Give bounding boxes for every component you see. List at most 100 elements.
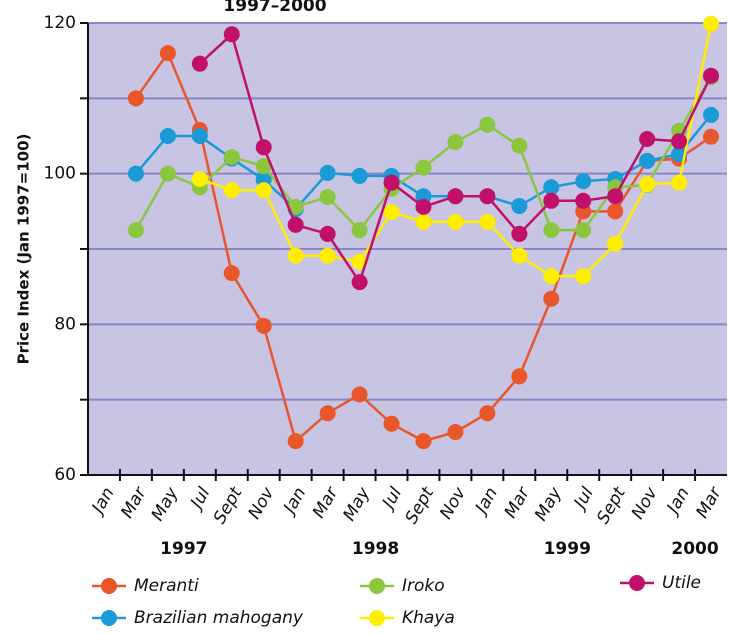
data-point: [415, 159, 432, 176]
year-label: 1998: [352, 539, 399, 559]
data-point: [127, 90, 144, 107]
data-point: [607, 188, 624, 205]
x-tick-label: Sept: [401, 483, 438, 528]
data-point: [511, 368, 528, 385]
data-point: [575, 192, 592, 209]
data-point: [415, 213, 432, 230]
data-point: [543, 192, 560, 209]
legend-label: Iroko: [402, 576, 445, 596]
year-label: 1999: [544, 539, 591, 559]
data-point: [607, 235, 624, 252]
data-point: [479, 405, 496, 422]
data-point: [159, 128, 176, 144]
legend-label: Meranti: [134, 576, 199, 596]
x-tick-label: Sept: [593, 483, 630, 528]
x-tick-label: Mar: [117, 483, 151, 522]
chart-title: 1997–2000: [223, 0, 326, 16]
data-point: [319, 405, 336, 422]
data-point: [223, 265, 240, 282]
x-tick-label: May: [531, 483, 566, 524]
legend-label: Brazilian mahogany: [134, 608, 304, 628]
data-point: [543, 179, 560, 196]
x-tick-label: Jul: [569, 484, 598, 515]
x-tick-label: Jan: [278, 484, 310, 519]
data-point: [287, 247, 304, 264]
x-tick-label: May: [339, 483, 374, 524]
data-point: [639, 176, 656, 193]
data-point: [639, 152, 656, 169]
data-point: [511, 198, 528, 215]
data-point: [511, 225, 528, 242]
data-point: [255, 158, 272, 175]
x-tick-label: Nov: [244, 483, 278, 523]
data-point: [319, 247, 336, 264]
data-point: [703, 128, 720, 145]
data-point: [223, 149, 240, 166]
x-tick-label: Jan: [87, 484, 119, 519]
data-point: [415, 433, 432, 450]
data-point: [575, 268, 592, 285]
legend-label: Khaya: [402, 608, 455, 628]
data-point: [479, 213, 496, 230]
x-tick-label: Mar: [501, 483, 535, 522]
data-point: [447, 213, 464, 230]
data-point: [447, 188, 464, 205]
year-label: 1997: [160, 539, 207, 559]
y-tick-label: 80: [54, 314, 76, 334]
data-point: [351, 386, 368, 403]
y-tick-label: 100: [44, 164, 76, 184]
x-tick-label: Mar: [692, 483, 726, 522]
data-point: [255, 182, 272, 199]
data-point: [319, 164, 336, 181]
x-tick-label: Jan: [470, 484, 502, 519]
x-tick-label: Nov: [436, 483, 470, 523]
data-point: [511, 247, 528, 264]
data-point: [575, 222, 592, 239]
data-point: [319, 189, 336, 206]
data-point: [607, 203, 624, 220]
y-tick-label: 120: [44, 13, 76, 33]
legend-marker: [369, 610, 385, 626]
data-point: [223, 26, 240, 43]
data-point: [287, 433, 304, 450]
data-point: [191, 128, 208, 144]
x-tick-label: Nov: [628, 483, 662, 523]
data-point: [159, 45, 176, 62]
data-point: [383, 204, 400, 221]
data-point: [543, 268, 560, 285]
x-tick-label: Jul: [377, 484, 406, 515]
data-point: [703, 15, 720, 32]
data-point: [543, 290, 560, 307]
y-tick-label: 60: [54, 465, 76, 485]
data-point: [127, 165, 144, 182]
legend-label: Utile: [662, 573, 701, 593]
x-tick-label: May: [148, 483, 183, 524]
data-point: [479, 188, 496, 205]
data-point: [575, 173, 592, 190]
data-point: [479, 116, 496, 133]
data-point: [287, 198, 304, 215]
data-point: [319, 225, 336, 242]
x-tick-label: Jan: [662, 484, 694, 519]
data-point: [639, 131, 656, 148]
data-point: [383, 415, 400, 432]
data-point: [287, 216, 304, 233]
data-point: [159, 165, 176, 182]
x-tick-label: Mar: [309, 483, 343, 522]
x-tick-label: Jul: [185, 484, 214, 515]
data-point: [223, 182, 240, 199]
data-point: [671, 133, 688, 150]
data-point: [703, 106, 720, 123]
legend-marker: [369, 578, 385, 594]
y-axis-label: Price Index (Jan 1997=100): [15, 134, 33, 365]
data-point: [351, 274, 368, 291]
legend-marker: [629, 575, 645, 591]
year-label: 2000: [671, 539, 718, 559]
data-point: [351, 222, 368, 239]
x-tick-label: Sept: [210, 483, 247, 528]
data-point: [191, 55, 208, 72]
data-point: [447, 134, 464, 151]
data-point: [191, 170, 208, 187]
data-point: [703, 67, 720, 84]
